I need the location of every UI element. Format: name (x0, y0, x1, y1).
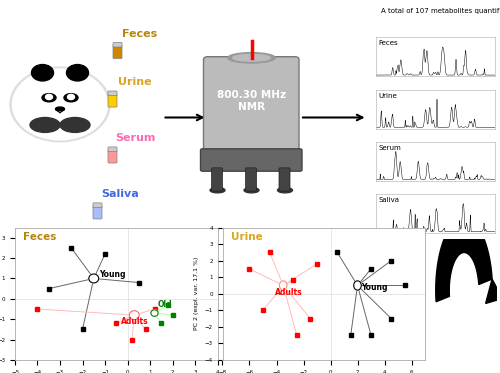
Ellipse shape (56, 107, 64, 111)
Polygon shape (486, 279, 500, 304)
Y-axis label: PC 2 (expl. var. 17.1 %): PC 2 (expl. var. 17.1 %) (194, 257, 199, 330)
Circle shape (151, 310, 158, 316)
Circle shape (46, 94, 52, 100)
Circle shape (89, 274, 99, 283)
Ellipse shape (64, 94, 78, 102)
Text: Young: Young (98, 270, 125, 279)
FancyBboxPatch shape (279, 168, 290, 191)
Polygon shape (436, 218, 492, 302)
Ellipse shape (60, 117, 90, 132)
FancyBboxPatch shape (108, 147, 117, 151)
Ellipse shape (228, 53, 275, 63)
Text: Saliva: Saliva (378, 197, 400, 203)
FancyBboxPatch shape (93, 206, 102, 219)
Ellipse shape (244, 188, 259, 193)
FancyBboxPatch shape (212, 168, 222, 191)
FancyBboxPatch shape (93, 203, 102, 207)
Text: Serum: Serum (378, 145, 401, 151)
Circle shape (280, 281, 287, 290)
Circle shape (66, 65, 88, 81)
FancyBboxPatch shape (113, 45, 122, 59)
Text: 800.30 MHz
NMR: 800.30 MHz NMR (217, 90, 286, 112)
Ellipse shape (42, 94, 56, 102)
Ellipse shape (210, 188, 225, 193)
FancyBboxPatch shape (113, 43, 122, 47)
Text: Serum: Serum (115, 133, 155, 143)
Text: Young: Young (362, 283, 388, 292)
Circle shape (32, 65, 54, 81)
FancyBboxPatch shape (200, 149, 302, 171)
Text: Feces: Feces (122, 29, 158, 38)
Circle shape (130, 311, 139, 320)
Text: Feces: Feces (378, 40, 398, 46)
Ellipse shape (233, 54, 270, 61)
Text: Saliva: Saliva (101, 189, 139, 199)
Text: Adults: Adults (121, 317, 148, 326)
Circle shape (12, 69, 108, 140)
Ellipse shape (278, 188, 292, 193)
Text: Feces: Feces (23, 232, 56, 241)
Text: Old: Old (157, 300, 172, 309)
Circle shape (10, 67, 110, 142)
Text: Urine: Urine (378, 93, 397, 98)
Text: Adults: Adults (275, 288, 303, 297)
Circle shape (354, 281, 362, 290)
FancyBboxPatch shape (108, 94, 117, 107)
Text: Urine: Urine (230, 232, 262, 241)
Text: A total of 107 metabolites quantified: A total of 107 metabolites quantified (381, 8, 500, 14)
FancyBboxPatch shape (108, 91, 117, 95)
Text: Urine: Urine (118, 77, 152, 87)
FancyBboxPatch shape (246, 168, 256, 191)
FancyBboxPatch shape (204, 57, 299, 162)
Circle shape (68, 94, 74, 100)
Ellipse shape (30, 117, 60, 132)
FancyBboxPatch shape (108, 150, 117, 163)
